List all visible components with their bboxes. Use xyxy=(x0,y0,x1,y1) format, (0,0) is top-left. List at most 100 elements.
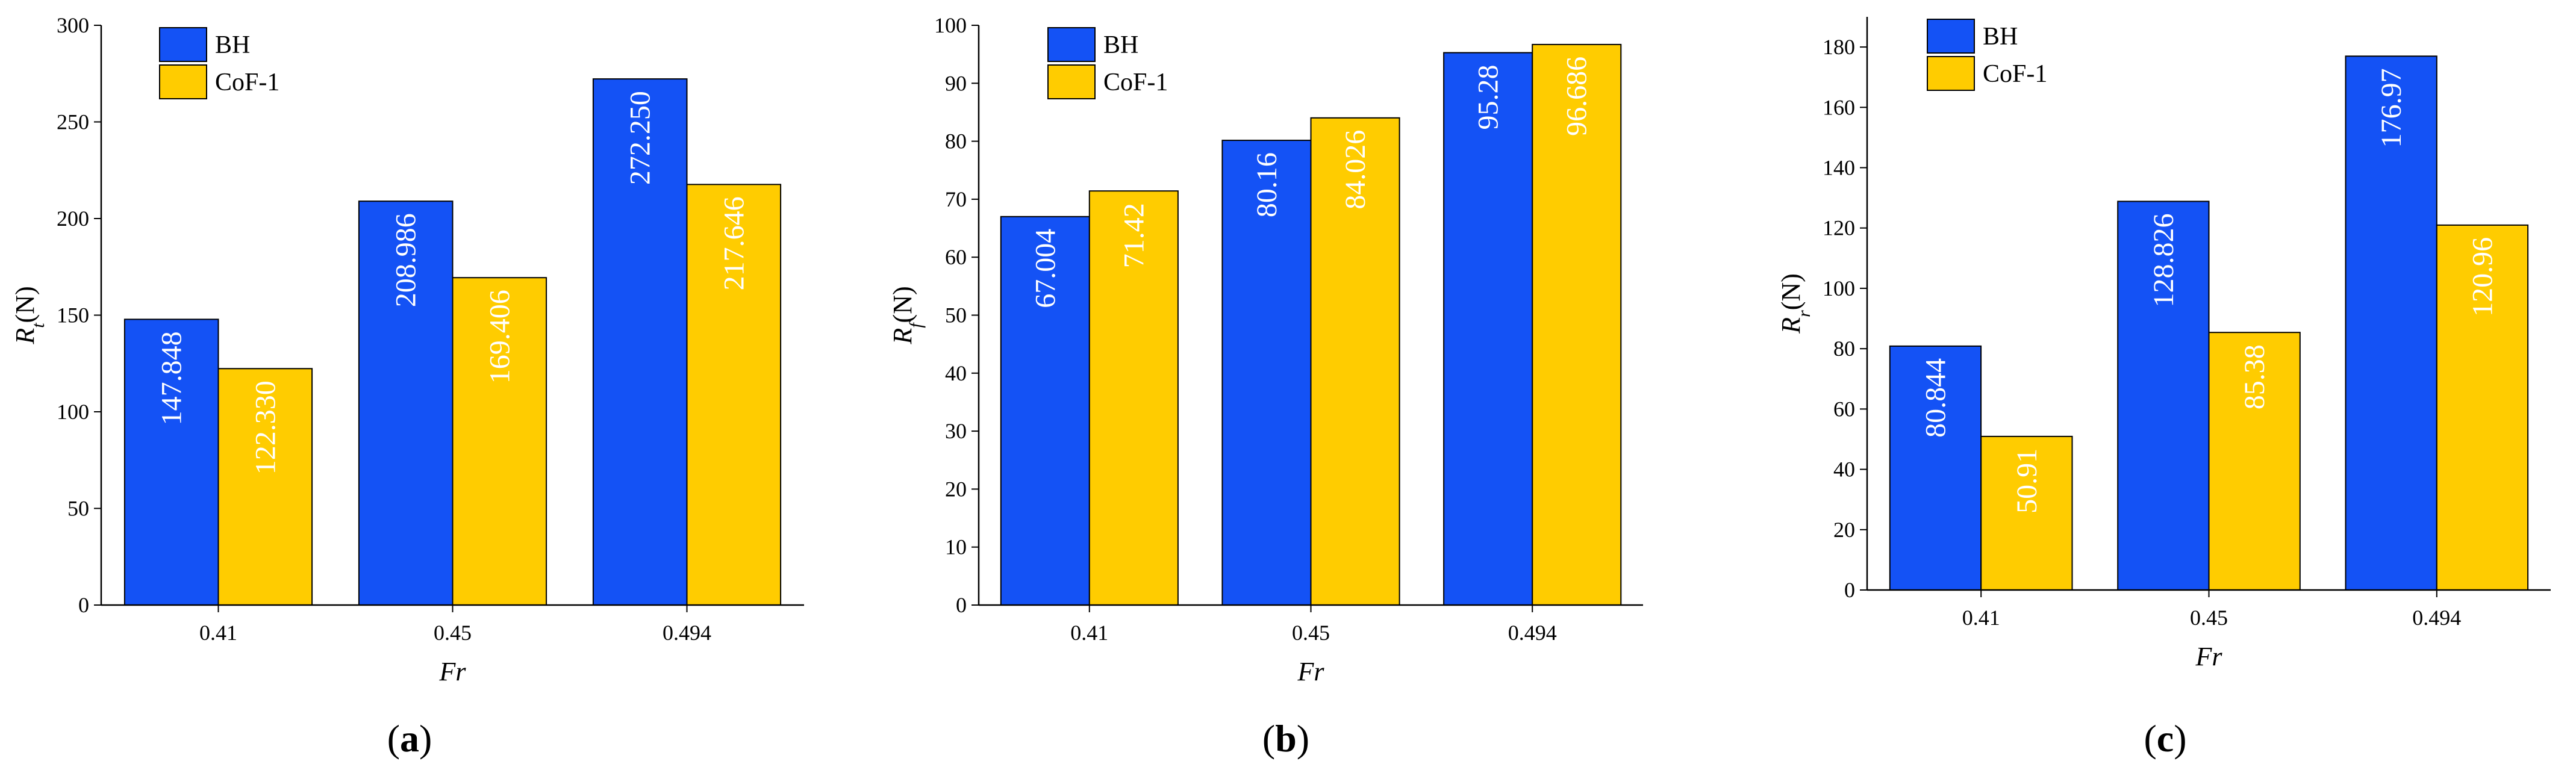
y-axis-title: Rr(N) xyxy=(1776,273,1814,334)
data-label-bh-0_45: 80.16 xyxy=(1251,152,1283,217)
data-label-bh-0_494: 95.28 xyxy=(1473,65,1505,130)
data-label-cof-1-0_494: 120.96 xyxy=(2467,237,2499,317)
y-axis-title-unit: (N) xyxy=(10,286,40,323)
y-axis-title-symbol: R xyxy=(1776,317,1806,334)
data-label-bh-0_41: 80.844 xyxy=(1920,358,1952,438)
legend-label-cof-1: CoF-1 xyxy=(1103,69,1168,96)
bar-bh-0_45 xyxy=(1221,140,1312,606)
y-tick-label: 250 xyxy=(57,110,89,134)
legend-label-bh: BH xyxy=(215,31,250,59)
y-tick-label: 0 xyxy=(1844,578,1855,602)
bar-cof-1-0_494 xyxy=(1532,43,1622,606)
bar-cof-1-0_45 xyxy=(452,277,547,606)
data-label-bh-0_494: 272.250 xyxy=(625,91,656,185)
y-tick-label: 160 xyxy=(1823,95,1855,119)
x-tick-label: 0.494 xyxy=(663,621,711,645)
y-axis-title-symbol: R xyxy=(888,328,917,345)
y-tick-label: 100 xyxy=(1823,276,1855,300)
bar-cof-1-0_41 xyxy=(1980,435,2073,591)
y-tick-label: 40 xyxy=(945,361,967,385)
y-tick-label: 0 xyxy=(956,593,967,617)
data-label-bh-0_45: 128.826 xyxy=(2148,214,2180,308)
data-label-cof-1-0_45: 85.38 xyxy=(2239,344,2271,409)
y-tick-label: 100 xyxy=(934,13,967,37)
data-label-bh-0_45: 208.986 xyxy=(390,213,422,307)
y-tick-label: 180 xyxy=(1823,35,1855,59)
panel-label-open-paren: ( xyxy=(387,717,400,760)
legend-label-bh: BH xyxy=(1983,23,2018,51)
y-tick-label: 200 xyxy=(57,206,89,231)
y-axis-title-subscript: r xyxy=(1794,310,1814,317)
y-tick-label: 60 xyxy=(945,245,967,269)
y-tick-label: 300 xyxy=(57,13,89,37)
x-axis-title: Fr xyxy=(1297,657,1325,686)
legend-swatch-cof-1 xyxy=(159,64,207,99)
panel-label-close-paren: ) xyxy=(419,717,432,760)
x-axis-title: Fr xyxy=(2195,642,2223,671)
x-tick-label: 0.494 xyxy=(1508,621,1557,645)
y-tick-label: 30 xyxy=(945,419,967,443)
y-tick-label: 140 xyxy=(1823,156,1855,180)
data-label-cof-1-0_41: 122.330 xyxy=(249,380,281,474)
legend-label-cof-1: CoF-1 xyxy=(215,69,279,96)
bar-cof-1-0_494 xyxy=(686,184,782,606)
panel-label-letter: a xyxy=(400,717,419,760)
y-tick-label: 50 xyxy=(67,497,89,521)
x-tick-label: 0.45 xyxy=(434,621,472,645)
y-tick-label: 20 xyxy=(1833,518,1855,542)
bar-cof-1-0_45 xyxy=(2208,332,2301,591)
bar-cof-1-0_494 xyxy=(2436,224,2529,591)
y-axis-title: Rt(N) xyxy=(10,286,48,344)
bar-cof-1-0_45 xyxy=(1310,117,1400,606)
legend-label-cof-1: CoF-1 xyxy=(1983,60,2047,88)
data-label-bh-0_41: 147.848 xyxy=(156,331,188,425)
x-tick-label: 0.41 xyxy=(1962,606,2000,630)
x-tick-label: 0.494 xyxy=(2412,606,2461,630)
data-label-bh-0_494: 176.97 xyxy=(2375,68,2407,147)
y-tick-label: 80 xyxy=(945,129,967,154)
y-tick-label: 80 xyxy=(1833,337,1855,361)
y-tick-label: 150 xyxy=(57,303,89,328)
y-axis-title-unit: (N) xyxy=(888,286,917,323)
y-tick-label: 70 xyxy=(945,187,967,211)
y-tick-label: 20 xyxy=(945,477,967,501)
bar-bh-0_494 xyxy=(1443,52,1533,606)
x-tick-label: 0.41 xyxy=(1070,621,1108,645)
chart-panel-c: 80.844 50.91 0.41 128.826 85.38 0.45 176.97 120… xyxy=(1776,17,2551,760)
y-axis-title-symbol: R xyxy=(10,328,40,345)
data-label-cof-1-0_41: 71.42 xyxy=(1118,203,1150,268)
legend-swatch-cof-1 xyxy=(1047,64,1096,99)
x-tick-label: 0.41 xyxy=(199,621,237,645)
y-tick-label: 120 xyxy=(1823,216,1855,240)
data-label-cof-1-0_45: 169.406 xyxy=(484,290,516,383)
bar-bh-0_45 xyxy=(2117,200,2210,591)
y-tick-label: 40 xyxy=(1833,458,1855,482)
panel-label-letter: c xyxy=(2157,717,2174,760)
bar-bh-0_41 xyxy=(123,318,219,606)
x-tick-label: 0.45 xyxy=(1292,621,1330,645)
data-label-cof-1-0_45: 84.026 xyxy=(1339,130,1371,210)
panel-label-close-paren: ) xyxy=(2174,717,2186,760)
y-axis-title-unit: (N) xyxy=(1776,273,1806,310)
data-label-cof-1-0_494: 217.646 xyxy=(718,196,750,290)
y-tick-label: 60 xyxy=(1833,397,1855,421)
y-tick-label: 100 xyxy=(57,400,89,424)
panel-label: (a) xyxy=(387,717,432,760)
x-axis-title: Fr xyxy=(439,657,467,686)
x-tick-label: 0.45 xyxy=(2190,606,2228,630)
panel-label: (b) xyxy=(1262,717,1309,760)
legend-label-bh: BH xyxy=(1103,31,1138,59)
bar-bh-0_41 xyxy=(1889,345,1982,591)
legend-swatch-bh xyxy=(1927,19,1975,54)
y-axis-title: Rf(N) xyxy=(888,286,926,344)
panel-label-close-paren: ) xyxy=(1297,717,1309,760)
bar-cof-1-0_41 xyxy=(217,368,313,606)
y-axis-title-subscript: t xyxy=(28,323,48,328)
y-tick-label: 90 xyxy=(945,71,967,95)
panel-label-open-paren: ( xyxy=(1262,717,1275,760)
y-tick-label: 10 xyxy=(945,535,967,559)
legend-swatch-cof-1 xyxy=(1927,56,1975,91)
bar-bh-0_41 xyxy=(1000,216,1090,606)
panel-label: (c) xyxy=(2144,717,2186,760)
